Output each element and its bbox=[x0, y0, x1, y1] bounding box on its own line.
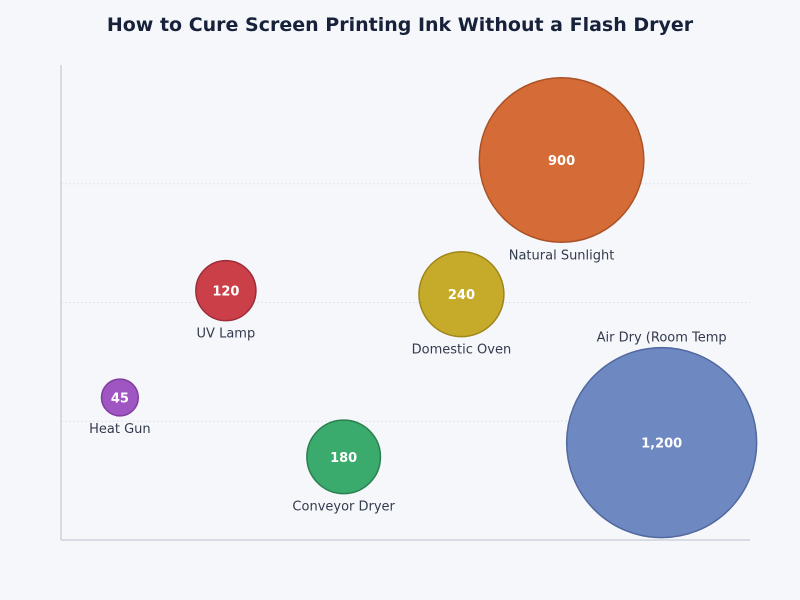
bubble-value-label: 45 bbox=[111, 392, 129, 407]
bubble-category-label: Air Dry (Room Temp bbox=[597, 331, 727, 346]
bubble-value-label: 120 bbox=[212, 285, 239, 300]
bubble-value-label: 1,200 bbox=[641, 437, 682, 452]
bubble-domestic-oven: 240 Domestic Oven bbox=[412, 250, 512, 358]
bubble-circle bbox=[100, 378, 140, 417]
grid-lines bbox=[61, 183, 750, 422]
bubble-natural-sunlight: 900 Natural Sunlight bbox=[478, 76, 645, 263]
bubble-circle bbox=[195, 259, 257, 322]
bubble-category-label: Domestic Oven bbox=[412, 343, 512, 358]
bubble-air-dry-room-temp: 1,200 Air Dry (Room Temp bbox=[565, 331, 758, 539]
bubble-circle bbox=[565, 346, 758, 539]
bubble-category-label: UV Lamp bbox=[197, 327, 256, 342]
bubble-heat-gun: 45 Heat Gun bbox=[89, 378, 151, 437]
bubble-category-label: Natural Sunlight bbox=[509, 248, 615, 263]
bubble-circle bbox=[306, 419, 382, 495]
bubble-value-label: 900 bbox=[548, 154, 575, 169]
bubble-category-label: Conveyor Dryer bbox=[292, 500, 395, 515]
bubbles-layer: 45 Heat Gun 120 UV Lamp 180 Conveyor Dryer 240… bbox=[89, 76, 758, 539]
bubble-circle bbox=[418, 250, 505, 338]
chart-title: How to Cure Screen Printing Ink Without … bbox=[106, 14, 694, 36]
bubble-circle bbox=[478, 76, 645, 244]
bubble-value-label: 240 bbox=[448, 288, 475, 303]
bubble-value-label: 180 bbox=[330, 451, 357, 466]
bubble-conveyor-dryer: 180 Conveyor Dryer bbox=[292, 419, 396, 515]
axes bbox=[60, 65, 750, 541]
bubble-category-label: Heat Gun bbox=[89, 422, 151, 437]
bubble-uv-lamp: 120 UV Lamp bbox=[195, 259, 257, 342]
